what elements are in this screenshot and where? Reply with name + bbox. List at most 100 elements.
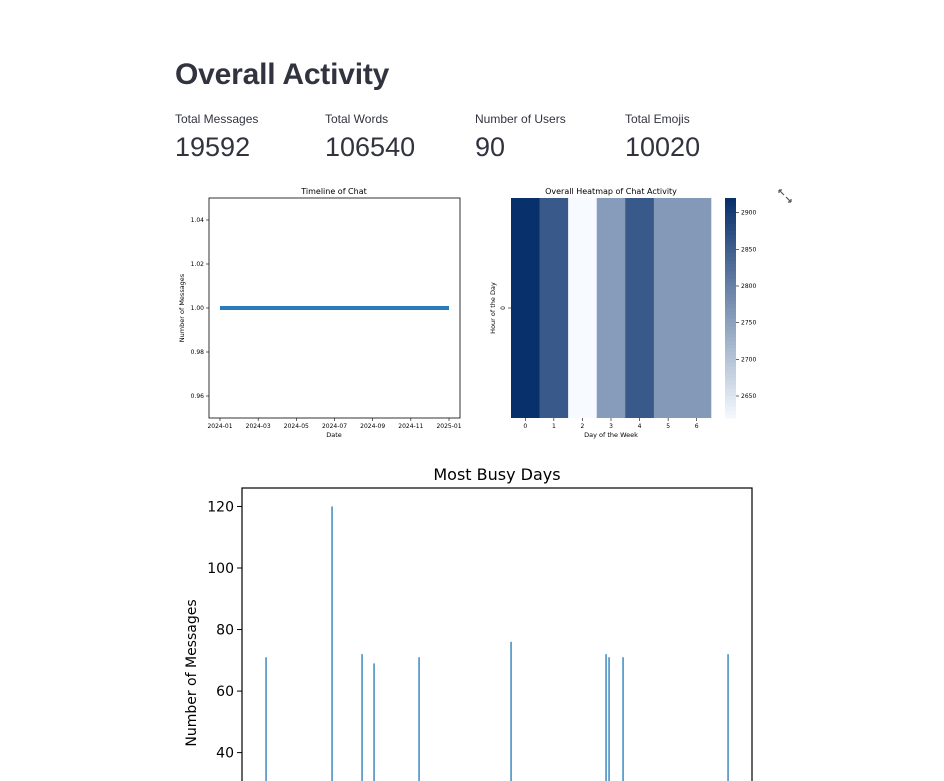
metric-total-emojis: Total Emojis 10020 — [625, 112, 700, 163]
plot-frame — [241, 487, 753, 781]
colorbar-segment — [725, 407, 736, 412]
colorbar-segment — [725, 363, 736, 368]
colorbar-tick-label: 2800 — [741, 283, 756, 290]
colorbar-tick-label: 2650 — [741, 393, 756, 400]
heatmap-cell — [568, 198, 598, 418]
bar — [510, 641, 512, 781]
chart-title: Overall Heatmap of Chat Activity — [545, 187, 677, 196]
colorbar-segment — [725, 282, 736, 287]
metric-total-messages: Total Messages 19592 — [175, 112, 258, 163]
colorbar-segment — [725, 344, 736, 349]
metric-value: 19592 — [175, 132, 251, 162]
metric-value: 90 — [475, 132, 506, 162]
chart-title: Most Busy Days — [433, 465, 560, 484]
colorbar-tick-label: 2900 — [741, 210, 756, 217]
colorbar-segment — [725, 381, 736, 386]
colorbar-segment — [725, 341, 736, 346]
colorbar-segment — [725, 220, 736, 225]
colorbar-segment — [725, 234, 736, 239]
colorbar-segment — [725, 271, 736, 276]
heatmap-cell — [625, 198, 655, 418]
colorbar-tick-label: 2750 — [741, 320, 756, 327]
metric-label: Total Words — [325, 112, 389, 126]
colorbar-segment — [725, 245, 736, 250]
colorbar-segment — [725, 359, 736, 364]
colorbar-segment — [725, 330, 736, 335]
metric-label: Total Messages — [175, 112, 259, 126]
colorbar-segment — [725, 205, 736, 210]
colorbar-segment — [725, 198, 736, 203]
x-tick-label: 6 — [695, 423, 699, 430]
colorbar-segment — [725, 337, 736, 342]
colorbar-segment — [725, 212, 736, 217]
colorbar-segment — [725, 231, 736, 236]
colorbar-segment — [725, 227, 736, 232]
colorbar-segment — [725, 209, 736, 214]
colorbar-segment — [725, 260, 736, 265]
metric-label: Number of Users — [475, 112, 566, 126]
metric-value: 10020 — [625, 132, 701, 162]
colorbar-segment — [725, 238, 736, 243]
colorbar-segment — [725, 396, 736, 401]
y-tick-label: 100 — [207, 561, 234, 577]
bar — [373, 663, 375, 781]
colorbar-segment — [725, 370, 736, 375]
bar — [727, 654, 729, 781]
colorbar-segment — [725, 253, 736, 258]
colorbar-segment — [725, 216, 736, 221]
y-tick-label: 0 — [500, 306, 507, 310]
bar — [605, 654, 607, 781]
colorbar-segment — [725, 278, 736, 283]
x-axis-label: Day of the Week — [584, 431, 638, 439]
colorbar-segment — [725, 242, 736, 247]
heatmap-cell — [596, 198, 626, 418]
heatmap-cell — [653, 198, 683, 418]
y-tick-label: 1.00 — [191, 305, 205, 312]
colorbar-segment — [725, 348, 736, 353]
busy-days-chart: Most Busy Days 40 60 80 100 120 Number of Me… — [184, 465, 753, 781]
colorbar-segment — [725, 410, 736, 415]
bar — [361, 654, 363, 781]
x-tick-label: 2024-11 — [398, 423, 423, 430]
x-tick-label: 2025-01 — [436, 423, 461, 430]
bar — [331, 506, 333, 781]
chart-title: Timeline of Chat — [300, 187, 367, 196]
colorbar-segment — [725, 366, 736, 371]
x-tick-label: 2024-03 — [246, 423, 271, 430]
x-tick-label: 2024-05 — [284, 423, 309, 430]
colorbar-segment — [725, 256, 736, 261]
colorbar-segment — [725, 315, 736, 320]
heatmap-cell — [682, 198, 712, 418]
y-tick-label: 60 — [216, 684, 234, 700]
heatmap-cell — [511, 198, 540, 418]
x-tick-label: 2024-09 — [360, 423, 385, 430]
colorbar-segment — [725, 201, 736, 206]
metric-label: Total Emojis — [625, 112, 690, 126]
expand-fullscreen-icon[interactable] — [777, 188, 793, 204]
colorbar-segment — [725, 308, 736, 313]
colorbar-segment — [725, 267, 736, 272]
colorbar-segment — [725, 392, 736, 397]
page-title: Overall Activity — [175, 58, 390, 91]
colorbar-segment — [725, 374, 736, 379]
x-tick-label: 3 — [609, 423, 613, 430]
bar — [622, 657, 624, 781]
colorbar-segment — [725, 377, 736, 382]
colorbar-segment — [725, 304, 736, 309]
colorbar-segment — [725, 322, 736, 327]
x-tick-label: 1 — [552, 423, 556, 430]
colorbar-segment — [725, 333, 736, 338]
colorbar-segment — [725, 300, 736, 305]
colorbar-segment — [725, 249, 736, 254]
y-tick-label: 0.96 — [191, 393, 205, 400]
colorbar-segment — [725, 289, 736, 294]
bar — [418, 657, 420, 781]
y-tick-label: 1.04 — [191, 217, 205, 224]
colorbar-segment — [725, 352, 736, 357]
bar — [265, 657, 267, 781]
colorbar-segment — [725, 319, 736, 324]
colorbar-segment — [725, 388, 736, 393]
colorbar-segment — [725, 414, 736, 419]
colorbar-tick-label: 2850 — [741, 246, 756, 253]
colorbar-segment — [725, 286, 736, 291]
